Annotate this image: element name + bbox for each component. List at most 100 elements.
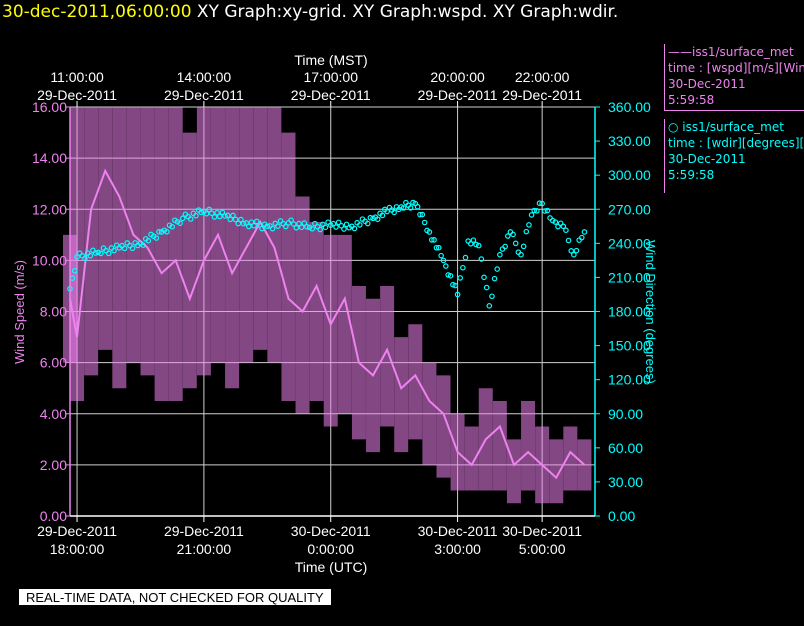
wind-direction-marker <box>105 250 112 257</box>
wind-direction-marker <box>269 225 276 232</box>
y-tick-label-right: 210.00 <box>608 269 651 285</box>
y-tick-label-right: 30.00 <box>608 474 643 490</box>
wind-direction-marker <box>240 220 247 227</box>
wind-direction-marker <box>457 275 464 281</box>
wind-direction-marker <box>364 220 371 227</box>
x-tick-label-bottom-date: 29-Dec-2011 <box>164 523 244 539</box>
wind-direction-marker <box>87 252 94 259</box>
y-tick-label-left: 14.00 <box>32 150 67 166</box>
wind-direction-marker <box>259 225 265 232</box>
y-tick-label-right: 180.00 <box>608 304 651 320</box>
x-tick-label-top-time: 14:00:00 <box>177 69 232 85</box>
wind-direction-marker <box>129 245 136 252</box>
wind-direction-marker <box>494 266 501 272</box>
wind-direction-marker <box>438 252 444 259</box>
wind-direction-marker <box>421 219 428 226</box>
x-tick-label-top-date: 29-Dec-2011 <box>164 87 244 103</box>
wind-direction-marker <box>568 247 575 254</box>
wind-direction-marker <box>333 224 339 230</box>
y-tick-label-right: 270.00 <box>608 201 651 217</box>
wind-direction-marker <box>544 207 551 214</box>
wind-direction-marker <box>335 219 342 226</box>
x-tick-label-top-time: 20:00:00 <box>430 69 485 85</box>
x-axis-label-bottom: Time (UTC) <box>295 559 368 575</box>
wind-direction-point <box>497 251 503 258</box>
wind-direction-marker <box>317 226 323 233</box>
wind-direction-marker <box>211 214 218 220</box>
wind-direction-marker <box>177 220 183 227</box>
y-tick-label-left: 6.00 <box>40 355 67 371</box>
x-tick-label-bottom-date: 30-Dec-2011 <box>291 523 371 539</box>
wind-direction-marker <box>467 240 474 247</box>
wind-direction-marker <box>235 220 242 227</box>
wind-direction-point <box>475 242 482 249</box>
wind-direction-marker <box>232 216 239 223</box>
wind-direction-marker <box>304 224 310 230</box>
wind-direction-point <box>179 215 186 222</box>
y-tick-label-left: 10.00 <box>32 252 67 268</box>
wind-direction-marker <box>230 212 236 219</box>
tick-labels: 29-Dec-2011 18:00:00 29-Dec-2011 21:00:00 30… <box>32 69 651 557</box>
wind-direction-marker <box>256 222 263 228</box>
x-tick-label-top-date: 29-Dec-2011 <box>502 87 582 103</box>
wind-direction-marker <box>531 207 538 214</box>
legend-wdir-line4: 5:59:58 <box>668 168 715 182</box>
wind-direction-marker <box>541 208 548 214</box>
x-tick-label-bottom-time: 0:00:00 <box>307 541 354 557</box>
wind-direction-marker <box>367 214 374 221</box>
wind-direction-marker <box>296 220 302 227</box>
wind-direction-marker <box>187 216 194 222</box>
quality-warning: REAL-TIME DATA, NOT CHECKED FOR QUALITY <box>19 589 331 605</box>
y-axis-label-left: Wind Speed (m/s) <box>12 260 27 364</box>
x-tick-label-top-date: 29-Dec-2011 <box>291 87 371 103</box>
wind-direction-marker <box>248 219 255 225</box>
wind-direction-marker <box>520 243 527 250</box>
y-tick-label-left: 12.00 <box>32 201 67 217</box>
wind-direction-marker <box>301 220 308 226</box>
wind-direction-marker <box>209 210 215 217</box>
wind-direction-marker <box>216 213 223 220</box>
wind-direction-marker <box>563 227 569 233</box>
wind-direction-marker <box>523 228 530 235</box>
wind-direction-marker <box>357 222 363 228</box>
wind-direction-marker <box>351 225 358 232</box>
wind-direction-marker <box>92 250 99 256</box>
wind-direction-marker <box>219 209 226 216</box>
header-titles: XY Graph:xy-grid. XY Graph:wspd. XY Grap… <box>196 2 619 22</box>
wind-direction-marker <box>526 222 532 228</box>
y-axis-label-right: Wind Direction (degrees) <box>643 240 658 384</box>
header-timestamp: 30-dec-2011,06:00:00 <box>2 2 192 22</box>
wind-direction-marker <box>504 233 511 239</box>
wind-direction-marker <box>534 208 540 214</box>
x-tick-label-bottom-date: 29-Dec-2011 <box>37 523 117 539</box>
wind-direction-marker <box>431 237 437 243</box>
header: 30-dec-2011,06:00:00 XY Graph:xy-grid. X… <box>0 0 804 26</box>
wind-direction-marker <box>98 250 104 257</box>
wind-direction-marker <box>293 224 300 231</box>
y-tick-label-right: 60.00 <box>608 440 643 456</box>
x-tick-label-top-time: 17:00:00 <box>303 69 358 85</box>
wind-direction-marker <box>481 274 487 281</box>
wind-direction-marker <box>555 223 561 230</box>
wind-direction-point <box>560 223 567 230</box>
y-tick-label-right: 240.00 <box>608 235 651 251</box>
y-tick-label-left: 2.00 <box>40 457 67 473</box>
wind-direction-marker <box>309 225 316 232</box>
y-tick-label-left: 0.00 <box>40 508 67 524</box>
wind-direction-marker <box>414 203 421 210</box>
legend-wdir-line2: time : [wdir][degrees][W <box>668 136 804 150</box>
wind-direction-point <box>426 229 433 235</box>
wind-direction-marker <box>203 210 210 217</box>
wind-direction-marker <box>82 255 88 262</box>
wind-direction-point <box>581 229 588 235</box>
wind-direction-marker <box>153 235 160 241</box>
wind-direction-marker <box>491 275 498 282</box>
wind-direction-point <box>222 213 228 219</box>
y-tick-label-right: 0.00 <box>608 508 635 524</box>
wind-direction-marker <box>198 209 205 216</box>
wind-direction-marker <box>145 237 152 244</box>
wind-direction-marker <box>322 224 329 231</box>
wind-direction-point <box>243 220 249 226</box>
wind-direction-marker <box>433 244 440 251</box>
